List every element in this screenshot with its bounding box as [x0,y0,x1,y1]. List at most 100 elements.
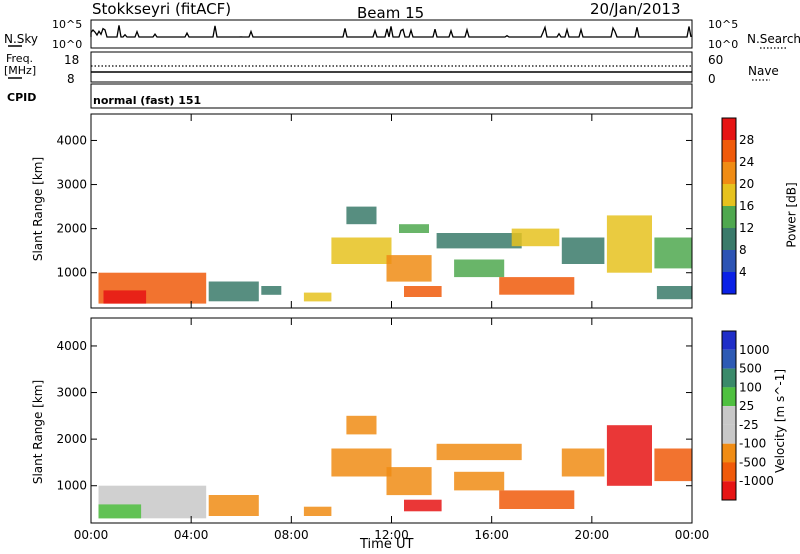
data-cell-1-3 [303,506,332,516]
colorbar-seg-1-7 [722,462,736,482]
cpid-panel-frame [90,83,693,109]
colorbar-seg-1-3 [722,387,736,407]
xtick-label-5: 20:00 [575,528,610,542]
colorbar-seg-1-6 [722,443,736,463]
colorbar-tick-0-3: 16 [739,199,754,213]
xtick-label-2: 08:00 [274,528,309,542]
data-cell-1-11 [561,448,605,477]
data-cell-1-1 [98,504,142,519]
colorbar-seg-0-5 [722,228,736,250]
colorbar-tick-1-4: -25 [739,418,759,432]
freq-label: Freq. [6,52,34,65]
colorbar-seg-1-4 [722,406,736,425]
freq-tick-high: 18 [64,53,80,67]
data-cell-0-16 [654,237,692,269]
x-axis-title: Time UT [360,537,414,552]
data-cell-0-2 [208,281,259,302]
colorbar-seg-1-2 [722,368,736,388]
data-cell-1-4 [331,448,392,477]
noise-right-label: N.Search [747,32,800,46]
data-cell-0-13 [499,277,575,295]
data-cell-1-10 [499,490,575,509]
colorbar-tick-0-0: 28 [739,133,754,147]
data-cell-1-7 [404,499,442,512]
beam-label: Beam 15 [357,4,425,22]
data-cell-0-12 [511,228,560,247]
colorbar-seg-0-2 [722,162,736,184]
freq-panel-frame [90,51,693,83]
colorbar-seg-0-6 [722,250,736,272]
colorbar-seg-0-4 [722,206,736,228]
data-cell-1-8 [436,443,522,461]
data-cell-0-9 [399,224,429,233]
date-label: 20/Jan/2013 [590,0,681,18]
colorbar-tick-1-7: -1000 [739,474,774,488]
colorbar-seg-1-0 [722,331,736,350]
data-cell-1-12 [606,425,652,486]
colorbar-tick-0-5: 8 [739,243,747,257]
ytick-label-0-3: 4000 [56,133,87,147]
data-cell-1-6 [386,467,432,496]
colorbar-tick-0-1: 24 [739,155,754,169]
colorbar-tick-1-6: -500 [739,455,766,469]
data-cell-0-7 [386,255,432,282]
colorbar-seg-0-0 [722,118,736,140]
ytick-label-1-3: 4000 [56,339,87,353]
colorbar-tick-1-5: -100 [739,437,766,451]
data-cell-0-11 [454,259,505,278]
colorbar-seg-1-1 [722,349,736,369]
data-cell-0-15 [606,215,652,273]
noise-left-label: N.Sky [4,32,39,46]
ytick-label-1-0: 1000 [56,479,87,493]
data-cell-0-17 [656,286,692,300]
colorbar-frame-1 [721,330,737,501]
data-cell-0-4 [303,292,332,302]
xtick-label-6: 00:00 [675,528,710,542]
colorbar-seg-1-8 [722,481,736,500]
data-cell-0-6 [346,206,377,225]
data-cell-0-14 [561,237,605,264]
ytick-label-1-2: 3000 [56,386,87,400]
colorbar-tick-1-3: 25 [739,399,754,413]
nave-label: Nave [748,64,779,78]
data-cell-0-3 [261,286,282,295]
colorbar-seg-0-1 [722,140,736,162]
freq-tick-low: 8 [67,72,75,86]
station-title: Stokkseyri (fitACF) [92,0,232,18]
noise-tick-low: 10^0 [52,38,83,51]
noise-trace [90,25,692,38]
data-cell-0-8 [404,286,442,297]
ytick-label-0-1: 2000 [56,222,87,236]
noise-panel-frame [90,19,693,49]
xtick-label-3: 12:00 [374,528,409,542]
data-cell-0-1 [103,290,147,304]
ytick-label-0-2: 3000 [56,178,87,192]
data-cell-1-13 [654,448,692,482]
cpid-mode: normal (fast) 151 [93,94,202,107]
nave-tick-low: 0 [708,72,716,86]
freq-unit-label: [MHz] [4,64,37,77]
ytick-label-0-0: 1000 [56,266,87,280]
colorbar-frame-0 [721,117,737,295]
data-cell-1-9 [454,471,505,491]
xtick-label-4: 16:00 [474,528,509,542]
data-cell-0-5 [331,237,392,264]
colorbar-seg-0-3 [722,184,736,206]
cpid-label: CPID [7,91,37,104]
noise-tick-high-right: 10^5 [708,18,739,31]
colorbar-tick-0-6: 4 [739,265,747,279]
colorbar-tick-0-4: 12 [739,221,754,235]
data-cell-0-10 [436,233,522,249]
colorbar-tick-1-2: 100 [739,380,762,394]
xtick-label-0: 00:00 [74,528,109,542]
noise-tick-high: 10^5 [52,18,83,31]
colorbar-tick-1-0: 1000 [739,343,770,357]
colorbar-tick-0-2: 20 [739,177,754,191]
noise-tick-low-right: 10^0 [708,38,739,51]
data-cell-1-5 [346,415,377,435]
xtick-label-1: 04:00 [174,528,209,542]
ytick-label-1-1: 2000 [56,432,87,446]
colorbar-tick-1-1: 500 [739,362,762,376]
nave-tick-high: 60 [708,53,724,67]
